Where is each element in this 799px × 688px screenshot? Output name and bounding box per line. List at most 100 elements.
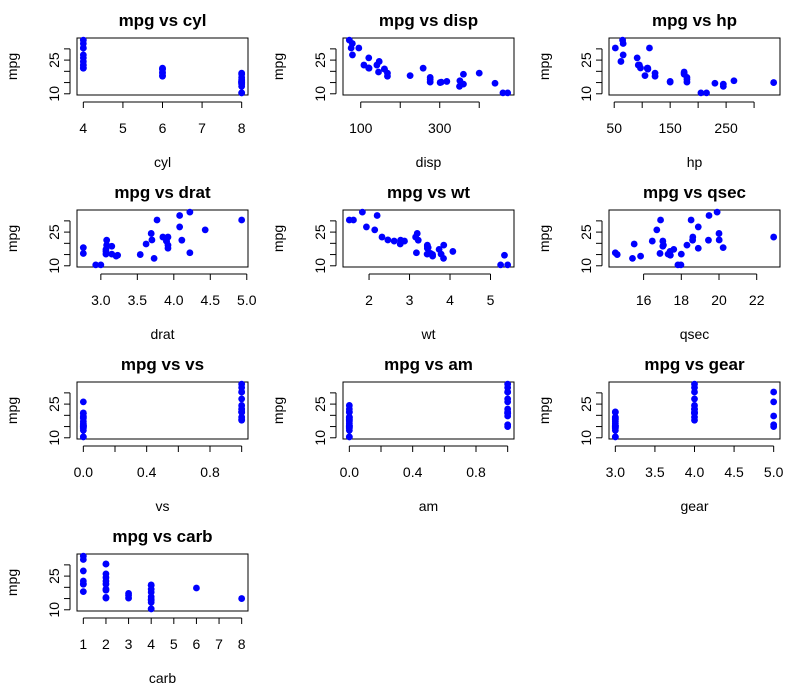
chart-title: mpg vs cyl [119,11,207,30]
data-point [613,251,621,258]
x-tick-label: 8 [238,636,246,652]
data-point [689,236,697,244]
y-tick-label: 10 [46,430,62,446]
data-point [373,212,381,219]
x-tick-label: 5 [487,292,495,308]
data-point [770,233,778,241]
x-tick-label: 2 [102,636,110,652]
x-tick-label: 3.0 [606,464,626,480]
chart-panel: mpg vs wt wt mpg 2 3 4 5 10 25 [270,183,515,342]
data-point [345,36,353,44]
data-point [666,78,674,86]
x-tick-label: 5 [119,120,127,136]
data-point [147,605,155,613]
data-point [770,79,778,86]
x-tick-label: 7 [215,636,223,652]
data-point [159,68,166,76]
y-tick-label: 25 [312,224,328,240]
data-point [619,51,627,59]
y-axis-label: mpg [4,53,20,80]
data-point [719,244,727,251]
data-point [429,251,437,258]
data-point [102,594,110,602]
data-point [193,584,200,592]
x-axis-label: wt [421,326,436,342]
chart-panel: mpg vs cyl cyl mpg 4 5 6 7 8 10 25 [4,11,249,170]
data-point [79,250,87,257]
data-point [103,241,111,249]
data-point [345,433,353,441]
x-tick-label: 4.0 [685,464,705,480]
data-point [426,78,434,86]
data-point [79,580,87,588]
data-point [440,254,447,262]
x-axis-label: gear [680,498,708,514]
x-tick-label: 150 [658,120,682,136]
data-point [79,54,87,62]
data-point [677,250,685,258]
data-point [79,423,87,430]
data-point [656,250,664,257]
x-tick-label: 2 [365,292,373,308]
chart-panel: mpg vs gear gear mpg 3.0 3.5 4.0 4.5 5.0 10 25 [536,355,784,514]
data-point [125,589,132,597]
data-point [499,89,507,97]
data-point [147,593,155,601]
x-tick-label: 50 [606,120,622,136]
y-tick-label: 25 [46,52,62,68]
chart-title: mpg vs vs [121,355,204,374]
data-point [694,223,702,231]
x-tick-label: 3.0 [91,292,111,308]
data-point [423,244,431,252]
y-tick-label: 25 [312,52,328,68]
data-point [358,208,366,216]
x-tick-label: 22 [749,292,765,308]
data-point [365,64,373,72]
data-point [611,44,619,52]
data-point [719,82,727,90]
chart-panel: mpg vs disp disp mpg 100 300 10 25 [270,11,515,170]
plot-box [342,381,515,440]
data-point [176,223,184,231]
data-point [504,423,512,430]
x-tick-label: 4 [147,636,155,652]
data-point [102,570,110,578]
data-point [153,216,161,224]
data-point [611,426,619,434]
data-point [680,68,688,76]
data-point [630,240,638,248]
data-point [443,78,451,85]
data-point [674,261,682,269]
data-point [691,380,698,388]
data-point [440,241,448,249]
data-point [501,251,508,259]
x-tick-label: 0.0 [340,464,360,480]
x-tick-label: 3.5 [645,464,665,480]
data-point [108,250,116,258]
data-point [238,79,246,86]
x-tick-label: 1 [79,636,87,652]
plot-box [76,553,249,612]
x-tick-label: 0.0 [74,464,94,480]
x-tick-label: 4.5 [201,292,221,308]
data-point [419,64,427,72]
data-point [238,595,246,602]
data-point [164,233,172,241]
x-tick-label: 6 [159,120,167,136]
data-point [449,248,457,255]
data-point [730,77,738,85]
y-axis-label: mpg [270,53,286,80]
y-axis-label: mpg [270,397,286,424]
data-point [475,69,483,77]
data-point [651,72,659,80]
x-tick-label: 100 [349,120,373,136]
y-tick-label: 25 [46,396,62,412]
chart-panel: mpg vs hp hp mpg 50 150 250 10 25 [536,11,781,170]
chart-title: mpg vs drat [114,183,211,202]
data-point [611,408,619,416]
y-axis-label: mpg [4,225,20,252]
y-tick-label: 25 [46,568,62,584]
y-tick-label: 25 [578,52,594,68]
chart-panel: mpg vs vs vs mpg 0.0 0.4 0.8 10 25 [4,355,249,514]
data-point [705,236,712,244]
